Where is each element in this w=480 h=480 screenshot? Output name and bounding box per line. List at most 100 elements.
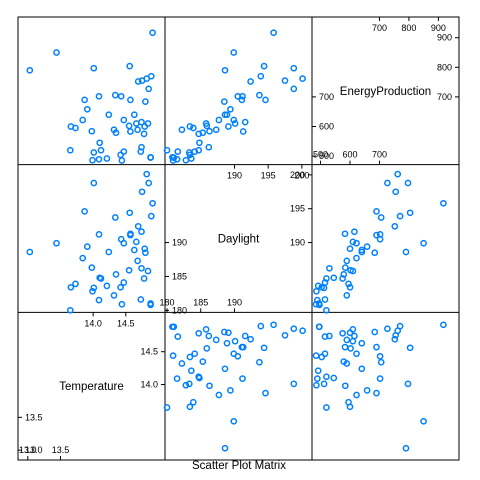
data-point: [262, 389, 269, 397]
data-point: [402, 248, 410, 256]
panel-daylight-vs-energyproduction: [312, 170, 447, 314]
data-point: [241, 332, 249, 340]
panel-grid: [18, 17, 459, 460]
tick-label: 185: [172, 271, 187, 281]
data-point: [320, 380, 328, 388]
data-point: [349, 326, 357, 333]
data-point: [384, 325, 391, 333]
data-point: [351, 332, 358, 340]
data-point: [120, 116, 128, 124]
data-point: [358, 248, 366, 256]
data-point: [186, 123, 194, 130]
tick-label: 600: [319, 121, 334, 131]
data-point: [440, 199, 447, 207]
data-point: [132, 238, 140, 246]
data-point: [353, 239, 360, 247]
tick-label: 195: [290, 204, 305, 214]
data-point: [196, 139, 203, 147]
tick-label: 195: [261, 171, 276, 181]
data-point: [230, 350, 238, 358]
data-point: [420, 417, 427, 425]
data-point: [345, 280, 352, 288]
data-point: [343, 292, 351, 299]
data-point: [147, 154, 154, 161]
tick-label: 13.0: [25, 445, 43, 455]
data-point: [90, 284, 98, 292]
data-point: [163, 404, 171, 411]
data-point: [227, 105, 234, 113]
data-point: [189, 398, 197, 406]
data-point: [149, 29, 156, 37]
data-point: [313, 287, 320, 295]
data-point: [187, 367, 195, 375]
data-point: [79, 116, 87, 124]
x-axis-label: Scatter Plot Matrix: [192, 460, 286, 472]
data-point: [95, 92, 103, 100]
tick-label: 13.5: [52, 445, 70, 455]
data-point: [202, 326, 210, 333]
data-point: [343, 336, 351, 344]
data-point: [199, 129, 207, 137]
data-point: [170, 323, 178, 331]
tick-label: 700: [372, 150, 387, 160]
data-point: [53, 239, 60, 247]
data-point: [290, 380, 298, 388]
data-point: [239, 128, 247, 135]
data-point: [231, 337, 239, 345]
data-point: [72, 280, 79, 288]
data-point: [178, 126, 186, 134]
data-point: [185, 380, 193, 388]
data-point: [330, 274, 338, 282]
data-point: [125, 266, 133, 274]
data-point: [239, 375, 246, 382]
data-point: [363, 243, 371, 250]
data-point: [137, 296, 145, 303]
panel-energyproduction-vs-temperature: [26, 29, 156, 164]
variable-label-temperature: Temperature: [59, 381, 124, 393]
data-point: [313, 296, 321, 304]
data-point: [147, 212, 155, 220]
data-point: [182, 156, 190, 164]
tick-label: 14.5: [140, 347, 158, 357]
data-point: [118, 300, 126, 308]
data-point: [339, 329, 346, 337]
data-point: [239, 343, 247, 351]
data-point: [341, 382, 349, 390]
data-point: [26, 66, 34, 74]
data-point: [130, 111, 138, 119]
data-point: [140, 130, 148, 138]
data-point: [90, 149, 98, 156]
data-point: [323, 373, 330, 381]
data-point: [96, 139, 104, 147]
data-point: [145, 179, 153, 187]
data-point: [95, 296, 103, 304]
data-point: [170, 154, 178, 161]
data-point: [312, 300, 320, 308]
data-point: [126, 62, 134, 70]
tick-label: 185: [193, 297, 208, 307]
data-point: [143, 170, 151, 178]
data-point: [394, 170, 402, 178]
panel-daylight-vs-temperature: [26, 170, 156, 314]
data-point: [353, 254, 360, 262]
data-point: [127, 96, 134, 104]
tick-label: 13.5: [25, 412, 43, 422]
data-point: [221, 111, 229, 119]
data-point: [191, 350, 199, 358]
data-point: [231, 120, 239, 127]
tick-label: 180: [172, 305, 187, 315]
tick-label: 14.0: [140, 380, 158, 390]
data-point: [313, 375, 321, 382]
data-point: [313, 381, 320, 389]
data-point: [134, 126, 141, 134]
variable-name-labels: Temperature Daylight EnergyProduction: [59, 86, 431, 393]
data-point: [321, 350, 329, 358]
data-point: [353, 350, 360, 358]
data-point: [89, 287, 96, 295]
tick-label: 200: [294, 171, 309, 181]
data-point: [343, 257, 351, 265]
data-point: [203, 345, 211, 352]
data-point: [256, 91, 263, 99]
data-point: [97, 146, 105, 154]
